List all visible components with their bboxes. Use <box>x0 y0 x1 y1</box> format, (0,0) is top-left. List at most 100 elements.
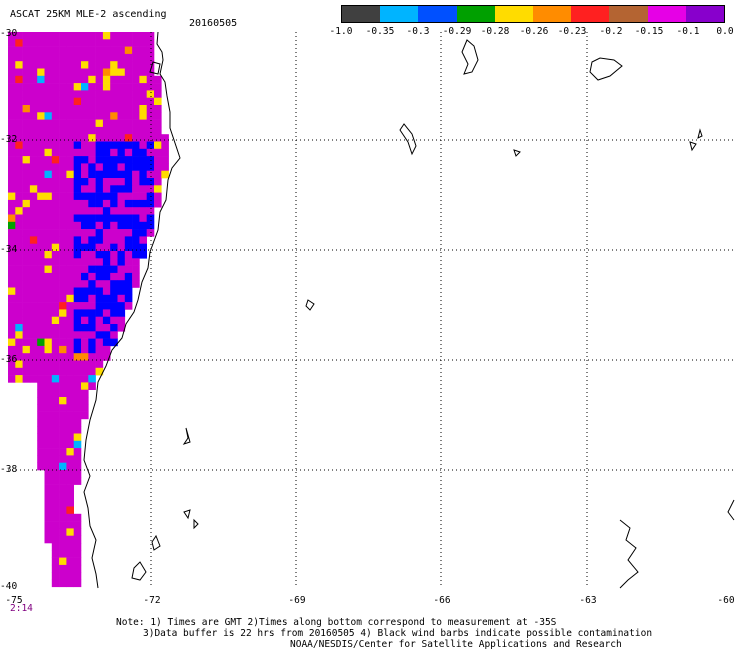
data-cell <box>59 535 67 544</box>
data-cell <box>154 199 162 208</box>
data-cell <box>73 411 82 420</box>
data-cell <box>66 236 74 244</box>
data-cell <box>44 440 53 449</box>
data-cell <box>51 258 60 266</box>
data-cell <box>37 185 45 193</box>
data-cell <box>59 170 67 179</box>
data-cell <box>88 360 96 369</box>
data-cell <box>132 105 140 113</box>
data-cell <box>59 148 67 157</box>
data-cell <box>51 163 60 171</box>
data-cell <box>95 229 104 237</box>
data-cell <box>22 46 31 55</box>
data-cell <box>59 513 67 522</box>
data-cell <box>139 251 147 259</box>
data-cell <box>59 229 67 237</box>
data-cell <box>59 302 67 310</box>
data-cell <box>44 46 53 55</box>
data-cell <box>44 499 53 507</box>
data-cell <box>117 126 126 135</box>
lon-label-75: -75 <box>5 595 23 606</box>
data-cell <box>66 389 74 398</box>
data-cell <box>29 302 38 310</box>
data-cell <box>66 61 74 69</box>
data-cell <box>44 316 53 325</box>
data-cell <box>81 243 89 252</box>
data-cell <box>73 53 82 62</box>
data-cell <box>139 199 147 208</box>
data-cell <box>44 192 53 201</box>
data-cell <box>110 221 118 230</box>
data-cell <box>59 360 67 369</box>
data-cell <box>146 214 155 223</box>
data-cell <box>37 367 45 376</box>
data-cell <box>81 61 89 69</box>
data-cell <box>59 550 67 558</box>
data-cell <box>110 324 118 332</box>
data-cell <box>73 528 82 536</box>
data-cell <box>44 83 53 91</box>
data-cell <box>88 331 96 339</box>
data-cell <box>88 97 96 106</box>
data-cell <box>8 75 16 84</box>
data-cell <box>88 170 96 179</box>
data-cell <box>29 170 38 179</box>
data-cell <box>15 294 23 303</box>
data-cell <box>51 178 60 186</box>
data-cell <box>44 251 53 259</box>
data-cell <box>124 32 133 40</box>
data-cell <box>124 148 133 157</box>
data-cell <box>8 280 16 288</box>
data-cell <box>73 192 82 201</box>
data-cell <box>66 90 74 98</box>
data-cell <box>66 521 74 529</box>
data-cell <box>59 491 67 500</box>
data-cell <box>22 163 31 171</box>
data-cell <box>44 426 53 434</box>
data-cell <box>15 119 23 128</box>
data-cell <box>146 185 155 193</box>
data-cell <box>132 243 140 252</box>
data-cell <box>59 564 67 573</box>
colorbar-segment <box>494 6 534 22</box>
data-cell <box>73 572 82 580</box>
data-cell <box>8 119 16 128</box>
data-cell <box>81 148 89 157</box>
lat-label-36: -36 <box>0 354 18 365</box>
data-cell <box>66 513 74 522</box>
data-cell <box>110 112 118 120</box>
data-cell <box>29 185 38 193</box>
data-cell <box>59 579 67 588</box>
data-cell <box>132 251 140 259</box>
lat-label-38: -38 <box>0 464 18 475</box>
data-cell <box>66 382 74 390</box>
data-cell <box>22 251 31 259</box>
data-cell <box>44 535 53 544</box>
data-cell <box>146 163 155 171</box>
data-cell <box>73 287 82 296</box>
data-cell <box>73 397 82 405</box>
data-cell <box>15 141 23 150</box>
data-cell <box>37 404 45 412</box>
data-cell <box>124 243 133 252</box>
data-cell <box>37 251 45 259</box>
data-cell <box>88 324 96 332</box>
data-cell <box>81 178 89 186</box>
data-cell <box>95 97 104 106</box>
data-cell <box>51 156 60 164</box>
data-cell <box>110 280 118 288</box>
data-cell <box>37 192 45 201</box>
data-cell <box>73 564 82 573</box>
data-cell <box>29 338 38 347</box>
data-cell <box>51 506 60 515</box>
data-cell <box>22 229 31 237</box>
data-cell <box>51 484 60 493</box>
data-cell <box>8 156 16 164</box>
data-cell <box>59 367 67 376</box>
data-cell <box>15 178 23 186</box>
data-cell <box>88 53 96 62</box>
data-cell <box>15 324 23 332</box>
data-cell <box>66 265 74 274</box>
data-cell <box>51 550 60 558</box>
data-cell <box>139 75 147 84</box>
